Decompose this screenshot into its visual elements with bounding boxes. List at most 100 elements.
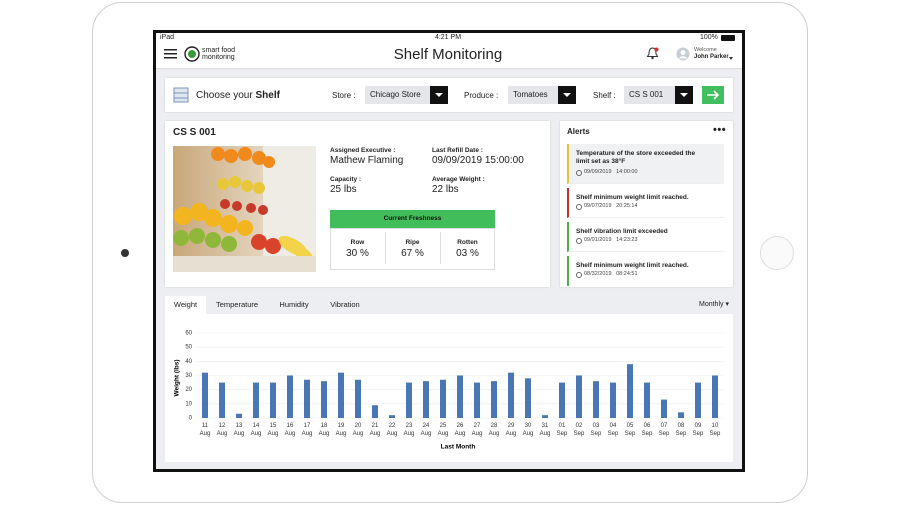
menu-icon[interactable]: [164, 48, 178, 60]
camera: [121, 249, 129, 257]
x-tick-label: 31 Aug: [539, 423, 551, 437]
clock-icon: [576, 272, 582, 278]
header: [156, 44, 742, 69]
alert-time: 09/01/2019 14:23:23: [584, 237, 638, 243]
x-tick-label: 22 Aug: [386, 423, 398, 437]
y-tick-label: 40: [185, 359, 192, 365]
x-tick-label: 12 Aug: [216, 423, 228, 437]
x-tick-label: 10 Sep: [709, 423, 721, 437]
dropdown-arrow[interactable]: [430, 86, 448, 104]
bar: [678, 412, 684, 418]
x-tick-label: 26 Aug: [454, 423, 466, 437]
bar: [355, 379, 361, 418]
page-title: Shelf Monitoring: [393, 46, 503, 63]
x-tick-label: 04 Sep: [607, 423, 619, 437]
field-label: Average Weight :: [432, 176, 485, 183]
avatar[interactable]: [676, 47, 690, 61]
alert-item: [567, 188, 724, 218]
x-tick-label: 19 Aug: [335, 423, 347, 437]
dropdown-arrow[interactable]: [558, 86, 576, 104]
freshness-value: 30 %: [346, 248, 369, 259]
dropdown-arrow[interactable]: [675, 86, 693, 104]
bar: [406, 382, 412, 418]
home-button[interactable]: [760, 236, 794, 270]
bar: [695, 382, 701, 418]
bar: [593, 381, 599, 418]
store-value: Chicago Store: [370, 90, 421, 99]
x-tick-label: 25 Aug: [437, 423, 449, 437]
bar: [253, 382, 259, 418]
bell-icon[interactable]: [646, 47, 659, 60]
bar: [338, 372, 344, 418]
x-tick-label: 14 Aug: [250, 423, 262, 437]
bar: [236, 413, 242, 418]
alert-text: Shelf minimum weight limit reached.: [576, 194, 689, 201]
bar: [661, 399, 667, 418]
freshness-divider: [440, 232, 441, 264]
y-tick-label: 50: [185, 345, 192, 351]
produce-label: Produce :: [464, 91, 499, 100]
produce-value: Tomatoes: [513, 90, 548, 99]
bar: [423, 381, 429, 418]
bar: [219, 382, 225, 418]
freshness-label: Row: [350, 239, 365, 246]
bar: [610, 382, 616, 418]
clock-icon: [576, 238, 582, 244]
y-axis-label: Weight (lbs): [174, 359, 181, 396]
freshness-box: [330, 228, 495, 270]
field-value: 09/09/2019 15:00:00: [432, 155, 524, 166]
store-select[interactable]: Chicago Store: [365, 86, 448, 104]
bar: [576, 375, 582, 418]
x-tick-label: 30 Aug: [522, 423, 534, 437]
x-tick-label: 29 Aug: [505, 423, 517, 437]
field-value: 22 lbs: [432, 184, 459, 195]
store-label: Store :: [332, 91, 356, 100]
clock-icon: [576, 204, 582, 210]
period-select[interactable]: Monthly ▾: [699, 301, 729, 308]
freshness-value: 67 %: [401, 248, 424, 259]
x-tick-label: 24 Aug: [420, 423, 432, 437]
freshness-label: Ripe: [405, 239, 420, 246]
tab[interactable]: Weight: [165, 296, 206, 314]
bar: [321, 381, 327, 418]
bar: [474, 382, 480, 418]
freshness-label: Rotten: [457, 239, 478, 246]
bar: [627, 364, 633, 418]
tab[interactable]: Humidity: [279, 300, 309, 309]
alert-time: 09/07/2019 20:25:14: [584, 203, 638, 209]
logo-text: smart food monitoring: [202, 47, 235, 61]
freshness-value: 03 %: [456, 248, 479, 259]
bar: [270, 382, 276, 418]
x-tick-label: 07 Sep: [658, 423, 670, 437]
x-tick-label: 01 Sep: [556, 423, 568, 437]
period: Monthly: [699, 301, 724, 308]
y-tick-label: 30: [185, 373, 192, 379]
go-button[interactable]: [702, 86, 724, 104]
shelf-icon: [173, 87, 189, 103]
produce-select[interactable]: Tomatoes: [508, 86, 576, 104]
tab[interactable]: Temperature: [215, 300, 259, 309]
tab[interactable]: Vibration: [330, 300, 360, 309]
alert-item: [567, 144, 724, 184]
alert-item: [567, 256, 724, 286]
x-tick-label: 23 Aug: [403, 423, 415, 437]
user-name[interactable]: John Parker: [694, 54, 729, 60]
x-tick-label: 17 Aug: [301, 423, 313, 437]
chart-panel: [165, 314, 733, 462]
battery: 100%: [700, 34, 718, 41]
y-tick-label: 10: [185, 401, 192, 407]
status-bar: [156, 33, 742, 44]
produce-image: [173, 146, 316, 272]
logo-line: monitoring: [202, 54, 235, 61]
choose-shelf: Choose your Shelf: [196, 90, 280, 101]
bar: [389, 415, 395, 418]
user-caret[interactable]: [729, 57, 733, 60]
bar: [559, 382, 565, 418]
alerts-menu[interactable]: •••: [713, 124, 727, 136]
y-tick-label: 0: [189, 416, 193, 422]
bar: [491, 381, 497, 418]
shelf-select[interactable]: CS S 001: [624, 86, 693, 104]
bar: [525, 378, 531, 418]
field-value: Mathew Flaming: [330, 155, 404, 166]
